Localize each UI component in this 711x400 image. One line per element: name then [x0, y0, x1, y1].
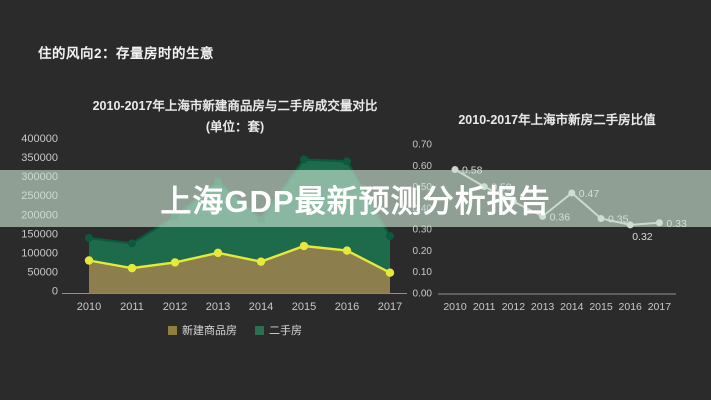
left-ytick-label: 0 [52, 286, 58, 298]
new-homes-marker [170, 258, 180, 267]
right-year-label: 2014 [560, 301, 584, 313]
right-chart-title: 2010-2017年上海市新房二手房比值 [458, 113, 656, 127]
left-ytick-label: 150000 [21, 228, 58, 240]
new-homes-area [89, 246, 390, 294]
secondhand-marker [85, 234, 93, 243]
left-year-label: 2012 [163, 301, 187, 313]
left-chart-title: 2010-2017年上海市新建商品房与二手房成交量对比 (单位：套) [40, 96, 430, 138]
right-year-label: 2015 [589, 301, 613, 313]
left-year-label: 2011 [120, 301, 144, 313]
new-homes-marker [213, 248, 223, 258]
left-chart-subtitle: (单位：套) [205, 120, 265, 134]
overlay-banner: 上海GDP最新预测分析报告 [0, 170, 711, 227]
new-homes-line [88, 244, 391, 274]
secondhand-marker [300, 155, 308, 164]
left-ytick-label: 100000 [21, 247, 58, 259]
overlay-title: 上海GDP最新预测分析报告 [160, 184, 551, 219]
legend-label-secondhand: 二手房 [269, 325, 302, 337]
new-homes-marker [84, 256, 94, 265]
page-title: 住的风向2：存量房时的生意 [38, 46, 215, 61]
secondhand-marker [128, 239, 136, 248]
right-ytick-label: 0.60 [413, 161, 433, 172]
new-homes-marker [256, 257, 266, 266]
left-year-label: 2013 [206, 301, 230, 313]
left-year-label: 2016 [335, 301, 359, 313]
new-homes-marker [385, 268, 395, 277]
chart-legend: 新建商品房 二手房 [40, 322, 430, 338]
right-year-label: 2017 [648, 301, 672, 313]
left-ytick-label: 400000 [21, 133, 58, 145]
right-ytick-label: 0.10 [413, 267, 433, 278]
left-year-label: 2015 [292, 301, 316, 313]
right-year-label: 2013 [531, 301, 555, 313]
right-ytick-label: 0.30 [413, 225, 433, 236]
legend-item-new-homes: 新建商品房 [168, 322, 237, 338]
legend-label-new-homes: 新建商品房 [182, 325, 237, 337]
secondhand-marker [343, 157, 351, 166]
new-homes-marker [342, 246, 352, 255]
right-year-label: 2016 [619, 301, 643, 313]
right-ytick-label: 0.70 [413, 140, 433, 151]
legend-swatch-secondhand [255, 325, 264, 335]
new-homes-marker [127, 263, 137, 273]
right-ytick-label: 0.00 [413, 289, 433, 300]
left-year-label: 2014 [249, 301, 273, 313]
right-year-label: 2010 [443, 301, 467, 313]
right-year-label: 2011 [473, 301, 496, 313]
left-year-label: 2017 [378, 301, 402, 313]
left-ytick-label: 350000 [21, 152, 58, 164]
left-ytick-label: 50000 [27, 266, 58, 278]
right-year-label: 2012 [502, 301, 526, 313]
left-year-label: 2010 [77, 301, 101, 313]
secondhand-marker [386, 232, 394, 241]
ratio-data-label: 0.32 [632, 231, 653, 243]
new-homes-marker [299, 241, 309, 251]
left-chart-title-text: 2010-2017年上海市新建商品房与二手房成交量对比 [92, 99, 378, 113]
legend-swatch-new-homes [168, 325, 177, 335]
right-ytick-label: 0.20 [413, 246, 433, 257]
legend-item-secondhand: 二手房 [255, 322, 302, 338]
